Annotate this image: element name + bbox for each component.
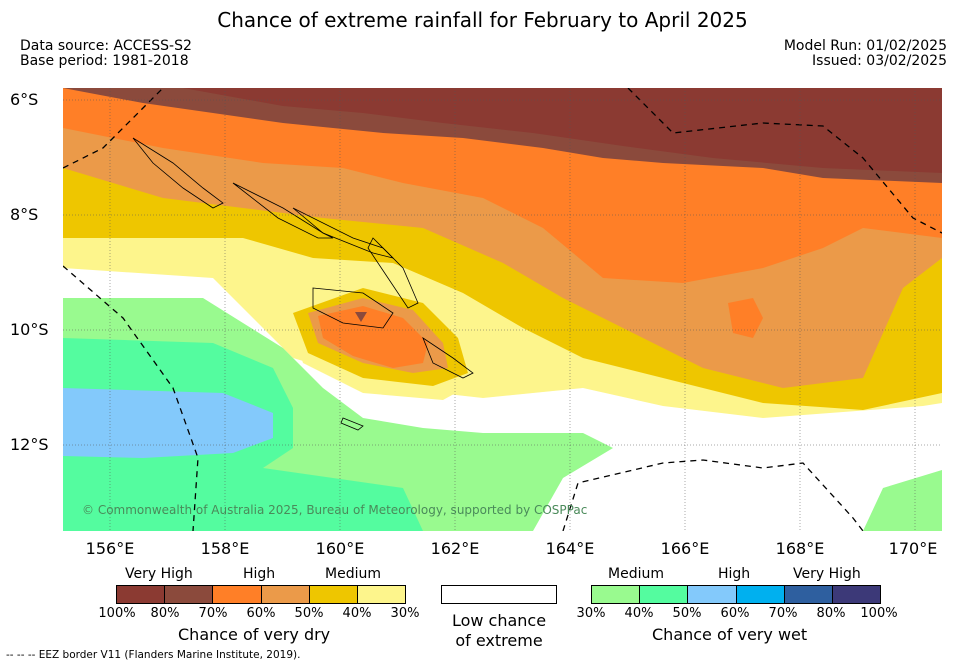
base-period: Base period: 1981-2018 (20, 53, 189, 69)
model-run: Model Run: 01/02/2025 (783, 38, 947, 54)
wet-cat-medium: Medium (608, 566, 664, 582)
island-rennell (340, 417, 364, 431)
wet-40-south (63, 468, 423, 531)
dry-swatch (357, 586, 406, 603)
lon-label: 166°E (660, 539, 710, 558)
capital-marker (355, 312, 367, 322)
dry-colorbar (116, 585, 406, 604)
dry-tick: 30% (390, 606, 420, 621)
dry-swatch (309, 586, 358, 603)
dry-blob-core (318, 306, 428, 368)
wet-tick: 100% (860, 606, 898, 621)
neutral-title-line2: of extreme (455, 631, 543, 650)
wet-swatch (784, 586, 833, 603)
wet-colorbar (591, 585, 881, 604)
lat-label: 6°S (10, 90, 39, 109)
wet-swatch (640, 586, 689, 603)
wet-swatch (832, 586, 881, 603)
dry-cat-very-high: Very High (125, 566, 193, 582)
lat-label: 8°S (10, 205, 39, 224)
copyright-credit: © Commonwealth of Australia 2025, Bureau… (82, 503, 588, 517)
dry-legend-title: Chance of very dry (178, 625, 331, 644)
issued-date: Issued: 03/02/2025 (812, 53, 947, 69)
island-bougainville (132, 137, 224, 209)
eez-border (63, 88, 942, 531)
island-choiseul (232, 182, 334, 239)
lon-label: 158°E (200, 539, 250, 558)
wet-swatch (592, 586, 641, 603)
wet-50-area (63, 388, 273, 458)
wet-tick: 60% (720, 606, 750, 621)
map-canvas (63, 88, 942, 531)
dry-east-core (728, 298, 763, 338)
lon-label: 160°E (315, 539, 365, 558)
dry-tick: 50% (294, 606, 324, 621)
meta-left: Data source: ACCESS-S2 Base period: 1981… (20, 39, 192, 69)
data-source: Data source: ACCESS-S2 (20, 38, 192, 54)
wet-tick: 30% (576, 606, 606, 621)
lon-label: 168°E (775, 539, 825, 558)
dry-cat-medium: Medium (325, 566, 381, 582)
dry-swatch (261, 586, 310, 603)
dry-cat-high: High (243, 566, 276, 582)
meta-right: Model Run: 01/02/2025 Issued: 03/02/2025 (784, 39, 947, 69)
neutral-swatch (441, 585, 557, 604)
island-guadalcanal (312, 287, 394, 329)
lat-label: 10°S (10, 320, 49, 339)
dry-swatch (117, 586, 166, 603)
graticule (63, 88, 942, 531)
dry-tick: 80% (150, 606, 180, 621)
dry-swatch (165, 586, 214, 603)
rainfall-map (63, 88, 942, 531)
wet-swatch (688, 586, 737, 603)
wet-tick: 80% (816, 606, 846, 621)
lon-label: 156°E (85, 539, 135, 558)
wet-30-east (863, 470, 942, 531)
neutral-title-line1: Low chance (451, 611, 547, 630)
dry-tick: 60% (246, 606, 276, 621)
dry-tick: 40% (342, 606, 372, 621)
lat-label: 12°S (10, 435, 49, 454)
dry-tick: 100% (98, 606, 136, 621)
wet-tick: 70% (768, 606, 798, 621)
lon-label: 170°E (888, 539, 938, 558)
island-malaita (367, 237, 419, 309)
lon-label: 164°E (545, 539, 595, 558)
wet-legend-title: Chance of very wet (652, 625, 808, 644)
dry-90-band (183, 88, 942, 173)
dry-tick: 70% (198, 606, 228, 621)
eez-footnote: -- -- -- EEZ border V11 (Flanders Marine… (6, 649, 301, 661)
dry-swatch (213, 586, 262, 603)
wet-tick: 40% (624, 606, 654, 621)
island-makira (422, 336, 474, 379)
wet-swatch (736, 586, 785, 603)
wet-tick: 50% (672, 606, 702, 621)
lon-label: 162°E (430, 539, 480, 558)
wet-cat-very-high: Very High (793, 566, 861, 582)
neutral-legend-title: Low chance of extreme (441, 611, 557, 651)
map-title: Chance of extreme rainfall for February … (217, 8, 748, 32)
wet-cat-high: High (718, 566, 751, 582)
